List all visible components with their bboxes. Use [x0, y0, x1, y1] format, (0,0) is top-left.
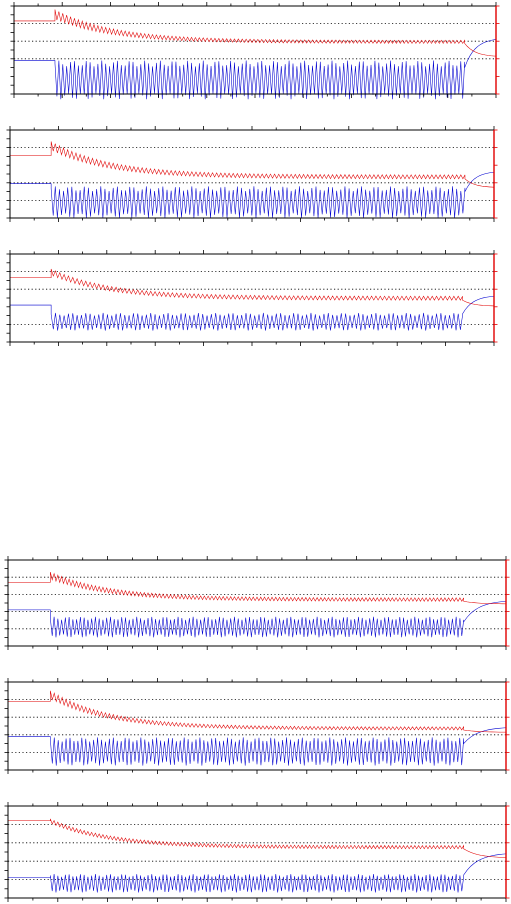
red-series-line — [10, 141, 495, 188]
chart-panel-2 — [0, 124, 511, 224]
red-series-line — [14, 9, 497, 57]
chart-svg — [6, 250, 498, 346]
chart-svg — [10, 2, 500, 100]
chart-svg — [4, 802, 510, 902]
red-series-line — [8, 818, 507, 858]
blue-series-line — [10, 171, 495, 219]
blue-series-line — [14, 39, 497, 100]
blue-series-line — [8, 601, 507, 638]
red-series-line — [8, 571, 507, 605]
red-series-line — [10, 268, 495, 307]
chart-svg — [4, 678, 510, 774]
red-series-line — [8, 690, 507, 733]
chart-panel-4 — [0, 552, 511, 652]
blue-series-line — [10, 295, 495, 331]
chart-panel-6 — [0, 800, 511, 904]
chart-svg — [4, 556, 510, 650]
chart-panel-5 — [0, 676, 511, 776]
blue-series-line — [8, 853, 507, 893]
blue-series-line — [8, 727, 507, 766]
chart-panel-1 — [0, 0, 511, 100]
chart-svg — [6, 126, 498, 222]
chart-panel-3 — [0, 248, 511, 348]
